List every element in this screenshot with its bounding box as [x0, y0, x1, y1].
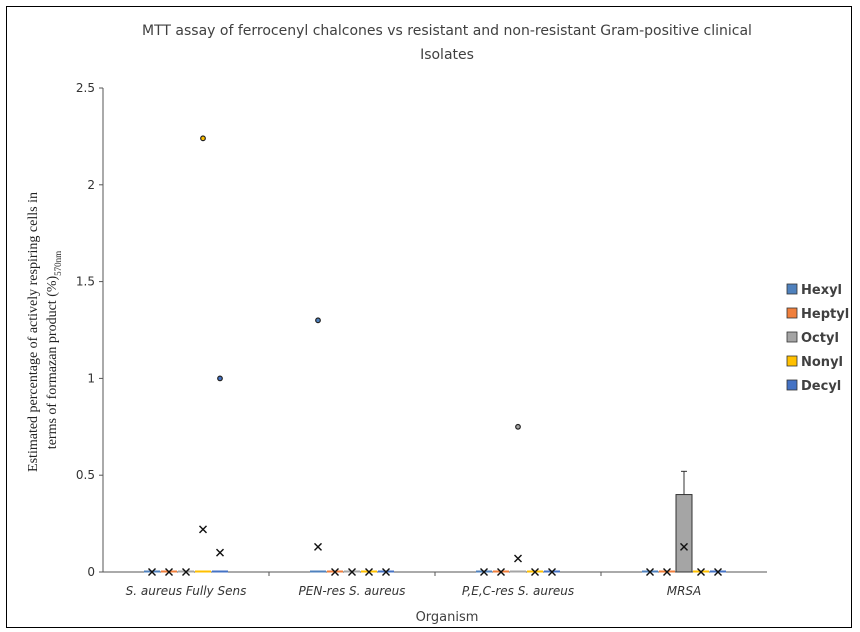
mean-marker-octyl — [680, 542, 688, 551]
y-tick-label: 2.5 — [76, 81, 95, 95]
mean-marker-heptyl — [663, 568, 671, 576]
y-tick-label: 0.5 — [76, 468, 95, 482]
mean-marker-nonyl — [365, 568, 373, 576]
mean-marker-stroke — [514, 554, 522, 563]
y-tick-label: 1 — [87, 371, 95, 385]
box-octyl — [675, 494, 693, 573]
x-tick-label: PEN-res S. aureus — [299, 584, 406, 598]
mean-marker-stroke — [714, 568, 722, 576]
legend-swatch-decyl — [786, 379, 798, 391]
mean-marker-stroke — [199, 525, 207, 534]
y-tick-label: 2 — [87, 178, 95, 192]
mean-marker-stroke — [697, 568, 705, 576]
mean-marker-hexyl — [646, 568, 654, 576]
y-tick-label: 1.5 — [76, 275, 95, 289]
x-tick-label: P,E,C-res S. aureus — [462, 584, 574, 598]
mean-marker-stroke — [365, 568, 373, 576]
y-tick-label: 0 — [87, 565, 95, 579]
x-tick-label: MRSA — [667, 584, 702, 598]
mean-marker-octyl — [348, 568, 356, 576]
chart-title-line-2: Isolates — [420, 47, 474, 63]
mean-marker-stroke — [348, 568, 356, 576]
outlier-point-hexyl — [315, 317, 321, 324]
legend-label-hexyl: Hexyl — [801, 283, 842, 298]
mean-marker-stroke — [382, 568, 390, 576]
outlier-point-decyl — [217, 375, 223, 382]
x-tick-label: S. aureus Fully Sens — [126, 584, 247, 598]
legend-label-nonyl: Nonyl — [801, 355, 843, 370]
mean-marker-octyl — [514, 554, 522, 563]
y-axis-title-line-2: terms of formazan product (%)570nm — [45, 251, 63, 449]
mean-marker-decyl — [714, 568, 722, 576]
mean-marker-stroke — [646, 568, 654, 576]
plot-area: 0 0.5 1 1.5 2 2.5 S. aureus Fully Sens PEN-res … — [76, 81, 767, 598]
legend: Hexyl Heptyl Octyl Nonyl Decyl — [786, 283, 849, 394]
mean-marker-stroke — [548, 568, 556, 576]
chart-frame: MTT assay of ferrocenyl chalcones vs res… — [6, 6, 852, 628]
mean-marker-decyl — [382, 568, 390, 576]
mean-marker-stroke — [182, 568, 190, 576]
mean-marker-decyl — [548, 568, 556, 576]
y-axis-title-line-1: Estimated percentage of actively respiri… — [26, 192, 41, 472]
mean-marker-nonyl — [199, 525, 207, 534]
mean-marker-stroke — [331, 568, 339, 576]
mean-marker-nonyl — [697, 568, 705, 576]
legend-swatch-hexyl — [786, 283, 798, 295]
y-axis-title-line-2-main: terms of formazan product (%) — [45, 275, 60, 449]
mean-marker-stroke — [165, 568, 173, 576]
legend-swatch-heptyl — [786, 307, 798, 319]
mean-marker-stroke — [497, 568, 505, 576]
x-axis-title: Organism — [416, 610, 479, 625]
mean-marker-decyl — [216, 548, 224, 557]
mean-marker-stroke — [480, 568, 488, 576]
chart-title-line-1: MTT assay of ferrocenyl chalcones vs res… — [142, 23, 752, 39]
box-plot-chart: MTT assay of ferrocenyl chalcones vs res… — [26, 23, 849, 625]
legend-label-octyl: Octyl — [801, 331, 839, 346]
mean-marker-stroke — [216, 548, 224, 557]
mean-marker-octyl — [182, 568, 190, 576]
mean-marker-stroke — [663, 568, 671, 576]
outlier-point-octyl — [515, 423, 521, 430]
mean-marker-stroke — [531, 568, 539, 576]
mean-marker-hexyl — [148, 568, 156, 576]
mean-marker-nonyl — [531, 568, 539, 576]
mean-marker-heptyl — [165, 568, 173, 576]
mean-marker-hexyl — [480, 568, 488, 576]
legend-swatch-octyl — [786, 331, 798, 343]
mean-marker-heptyl — [331, 568, 339, 576]
mean-marker-stroke — [680, 542, 688, 551]
mean-marker-stroke — [314, 542, 322, 551]
y-axis-title-subscript: 570nm — [53, 251, 63, 276]
y-axis-title: Estimated percentage of actively respiri… — [26, 192, 63, 472]
mean-marker-stroke — [148, 568, 156, 576]
outlier-point-nonyl — [200, 135, 206, 142]
legend-label-decyl: Decyl — [801, 379, 841, 394]
mean-marker-hexyl — [314, 542, 322, 551]
mean-marker-heptyl — [497, 568, 505, 576]
legend-swatch-nonyl — [786, 355, 798, 367]
legend-label-heptyl: Heptyl — [801, 307, 849, 322]
